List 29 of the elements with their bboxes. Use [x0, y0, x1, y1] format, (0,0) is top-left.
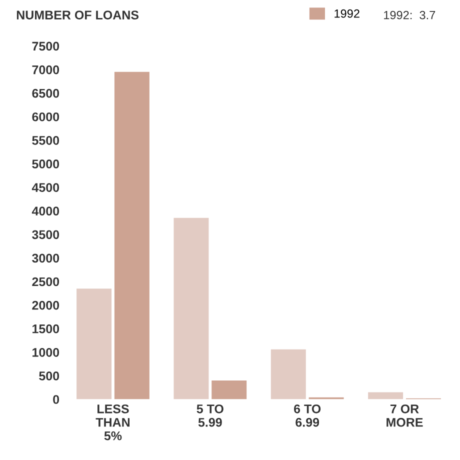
bar	[368, 392, 404, 400]
x-tick-label: 7 OR MORE	[386, 404, 423, 427]
y-tick-label: 7000	[32, 65, 60, 74]
x-tick-label: LESS THAN 5%	[96, 404, 130, 440]
y-tick-label: 5000	[32, 160, 60, 168]
y-tick-label: 2500	[32, 277, 60, 286]
y-tick-label: 6500	[32, 88, 60, 98]
legend-label: 1992	[334, 9, 360, 18]
y-tick-label: 6000	[32, 112, 60, 122]
y-tick-label: 1500	[32, 324, 60, 334]
y-tick-label: 5500	[32, 136, 60, 145]
y-tick-label: 3500	[32, 230, 60, 240]
y-tick-label: 0	[53, 395, 60, 404]
bar	[174, 218, 209, 400]
bar	[212, 380, 247, 400]
text: 1992: 3.7	[384, 10, 436, 20]
bar	[270, 349, 306, 400]
y-tick-label: 1000	[32, 348, 60, 357]
x-tick-label: 5 TO 5.99	[196, 404, 224, 427]
bar	[114, 72, 150, 400]
y-tick-label: 500	[39, 372, 60, 380]
y-tick-label: 3000	[32, 254, 60, 263]
y-tick-label: 7500	[32, 42, 60, 51]
y-tick-label: 4500	[32, 183, 60, 192]
x-tick-label: 6 TO 6.99	[294, 404, 321, 427]
y-tick-label: 2000	[32, 300, 60, 310]
y-axis-title: NUMBER OF LOANS	[16, 10, 139, 20]
y-tick-label: 4000	[32, 206, 60, 216]
bar	[76, 288, 112, 400]
